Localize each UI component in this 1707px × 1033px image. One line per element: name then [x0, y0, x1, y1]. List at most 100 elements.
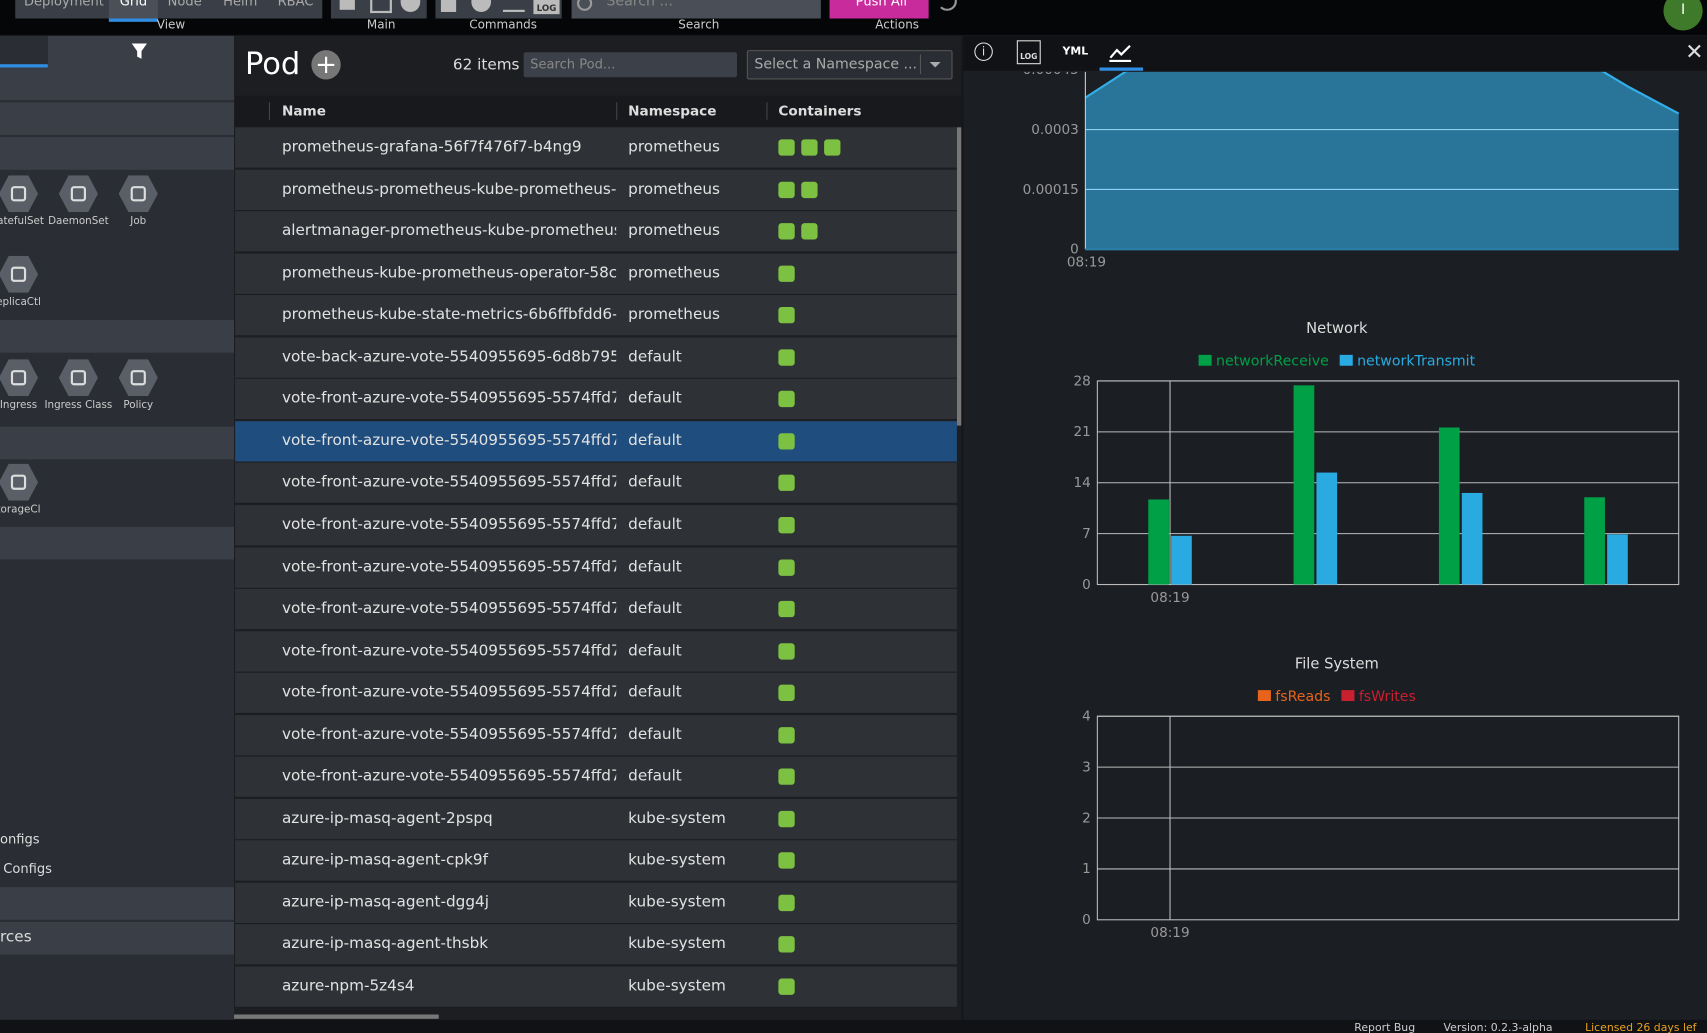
pod-row[interactable]: vote-front-azure-vote-5540955695-5574ffd… [235, 421, 957, 463]
pod-row[interactable]: azure-ip-masq-agent-thsbk kube-system [235, 924, 957, 966]
resource-icon-glyph [130, 370, 146, 386]
pod-row[interactable]: vote-front-azure-vote-5540955695-5574ffd… [235, 379, 957, 421]
column-header[interactable]: Name [281, 102, 326, 119]
bar [1171, 535, 1192, 585]
container-status [778, 684, 795, 702]
home-icon[interactable] [339, 0, 355, 10]
container-status [778, 181, 795, 198]
info-tab[interactable]: i [974, 42, 993, 61]
terminal-icon[interactable] [502, 0, 525, 12]
report-bug[interactable]: Report Bug [1354, 1022, 1416, 1033]
pod-row[interactable]: vote-front-azure-vote-5540955695-5574ffd… [235, 714, 957, 757]
sidebar-link[interactable]: onfigs [0, 831, 40, 847]
pod-name: azure-ip-masq-agent-dgg4j [281, 893, 489, 911]
y-tick-label: 14 [1074, 475, 1091, 491]
view-button[interactable]: Node [167, 0, 202, 9]
container-status [778, 936, 795, 953]
column-header[interactable]: Namespace [628, 102, 717, 119]
pod-row[interactable]: azure-ip-masq-agent-cpk9f kube-system [235, 840, 957, 883]
pod-row[interactable]: vote-front-azure-vote-5540955695-5574ffd… [235, 756, 957, 799]
bar [1293, 385, 1315, 585]
column-divider [766, 102, 768, 120]
pod-name: prometheus-kube-state-metrics-6b6ffbfdd6… [281, 306, 617, 324]
resource-icon[interactable] [118, 175, 158, 213]
active-view [108, 0, 158, 22]
footer [0, 1019, 1707, 1033]
pod-namespace: default [628, 390, 682, 408]
add-button[interactable]: + [311, 50, 341, 80]
pod-row[interactable]: vote-front-azure-vote-5540955695-5574ffd… [235, 672, 957, 715]
refresh-icon[interactable] [937, 0, 957, 11]
sidebar-link[interactable]: Configs [3, 861, 53, 877]
avatar[interactable]: I [1663, 0, 1703, 31]
group-label: Search [678, 17, 720, 32]
legend-label: networkTransmit [1357, 354, 1476, 370]
view-group [15, 0, 323, 19]
container-status [778, 600, 795, 618]
pod-row[interactable]: azure-ip-masq-agent-dgg4j kube-system [235, 882, 957, 925]
pod-name: vote-front-azure-vote-5540955695-5574ffd… [281, 515, 617, 534]
scrollbar-thumb[interactable] [956, 127, 962, 426]
pod-row[interactable]: prometheus-kube-prometheus-operator-58c6… [235, 253, 957, 295]
sidebar-tab[interactable] [0, 35, 48, 68]
pod-namespace: default [628, 348, 682, 366]
pod-name: vote-front-azure-vote-5540955695-5574ffd… [281, 390, 617, 408]
license: Licensed 26 days lef [1585, 1022, 1697, 1033]
bar [1316, 472, 1338, 585]
command-icon[interactable] [471, 0, 491, 12]
view-button[interactable]: Grid [119, 0, 148, 9]
metrics-tab[interactable] [1099, 36, 1144, 71]
y-tick-label: 3 [1082, 759, 1091, 775]
pod-row[interactable]: vote-front-azure-vote-5540955695-5574ffd… [235, 546, 957, 589]
search-placeholder: Search ... [606, 0, 674, 10]
sidebar-section [0, 137, 235, 170]
pod-namespace: prometheus [628, 264, 720, 282]
search-box[interactable] [571, 0, 821, 19]
push-button[interactable] [829, 0, 929, 19]
pod-row[interactable]: vote-front-azure-vote-5540955695-5574ffd… [235, 630, 957, 673]
resource-icon[interactable] [118, 359, 158, 397]
pod-row[interactable]: vote-front-azure-vote-5540955695-5574ffd… [235, 588, 957, 631]
pod-row[interactable]: vote-back-azure-vote-5540955695-6d8b795d… [235, 337, 957, 379]
pod-row[interactable]: vote-front-azure-vote-5540955695-5574ffd… [235, 463, 957, 505]
log-tab[interactable]: LOG [1016, 40, 1041, 65]
details-tabs [963, 35, 1707, 71]
table-header [235, 95, 962, 127]
column-header[interactable]: Containers [778, 102, 862, 119]
log-icon[interactable]: LOG [533, 0, 560, 15]
y-tick-label: 0 [1070, 242, 1079, 258]
close-button[interactable]: ✕ [1685, 38, 1704, 65]
pod-row[interactable]: prometheus-prometheus-kube-prometheus-pr… [235, 169, 957, 211]
resource-label: DaemonSet [48, 215, 109, 228]
pod-namespace: default [628, 431, 682, 450]
pod-row[interactable]: azure-ip-masq-agent-2pspq kube-system [235, 798, 957, 841]
pod-row[interactable]: vote-front-azure-vote-5540955695-5574ffd… [235, 504, 957, 547]
container-status [778, 516, 795, 534]
y-tick-label: 0.00045 [1023, 72, 1079, 78]
pod-namespace: default [628, 767, 682, 786]
namespace-select[interactable] [746, 50, 953, 80]
yml-tab[interactable]: YML [1062, 45, 1089, 58]
chart-title: File System [1295, 655, 1379, 672]
main-icon[interactable] [370, 0, 392, 14]
pod-row[interactable]: prometheus-grafana-56f7f476f7-b4ng9 prome… [235, 127, 957, 169]
hscrollbar-thumb[interactable] [234, 1014, 439, 1019]
container-status [824, 139, 841, 156]
pod-row[interactable]: prometheus-kube-state-metrics-6b6ffbfdd6… [235, 295, 957, 337]
pod-row[interactable]: alertmanager-prometheus-kube-prometheus-… [235, 211, 957, 253]
resource-label: Policy [123, 399, 154, 412]
resource-label: Ingress Class [44, 399, 113, 412]
sidebar-section [0, 102, 235, 135]
settings-icon[interactable] [400, 0, 421, 12]
container-status [778, 558, 795, 576]
pod-row[interactable]: azure-npm-5z4s4 kube-system [235, 966, 957, 1008]
command-icon[interactable] [440, 0, 457, 12]
pod-search[interactable] [523, 52, 738, 78]
push-label: Push All [855, 0, 908, 9]
container-status [778, 307, 795, 324]
view-button[interactable]: Helm [223, 0, 258, 9]
sidebar-section-label[interactable]: rces [0, 928, 32, 946]
pod-name: alertmanager-prometheus-kube-prometheus-… [281, 222, 617, 240]
view-button[interactable]: RBAC [277, 0, 314, 9]
view-button[interactable]: Deployment [23, 0, 104, 9]
